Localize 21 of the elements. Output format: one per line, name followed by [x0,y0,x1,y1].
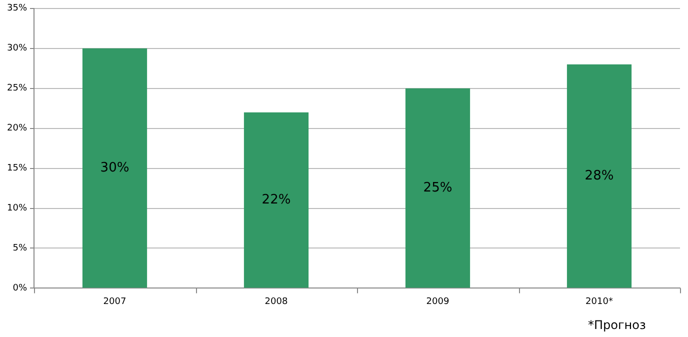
y-tick-label: 10% [6,204,28,214]
y-tick-label: 35% [6,4,28,14]
x-tick-label: 2007 [103,296,126,307]
data-label: 28% [584,168,614,184]
y-tick-label: 5% [12,244,28,254]
data-label: 25% [423,180,452,196]
y-tick-label: 0% [12,284,28,294]
y-tick-label: 25% [6,84,28,94]
x-tick-label: 2010* [586,296,614,307]
data-label: 30% [100,160,130,176]
data-label: 22% [262,192,291,208]
x-tick-label: 2008 [264,296,288,307]
bar [82,48,148,288]
bar [244,112,309,288]
bar [405,88,470,288]
y-tick-label: 20% [6,124,28,134]
y-tick-label: 30% [6,44,28,54]
x-tick-label: 2009 [426,296,450,307]
bar [566,64,632,288]
text: *Прогноз [588,318,646,332]
y-tick-label: 15% [6,164,28,174]
